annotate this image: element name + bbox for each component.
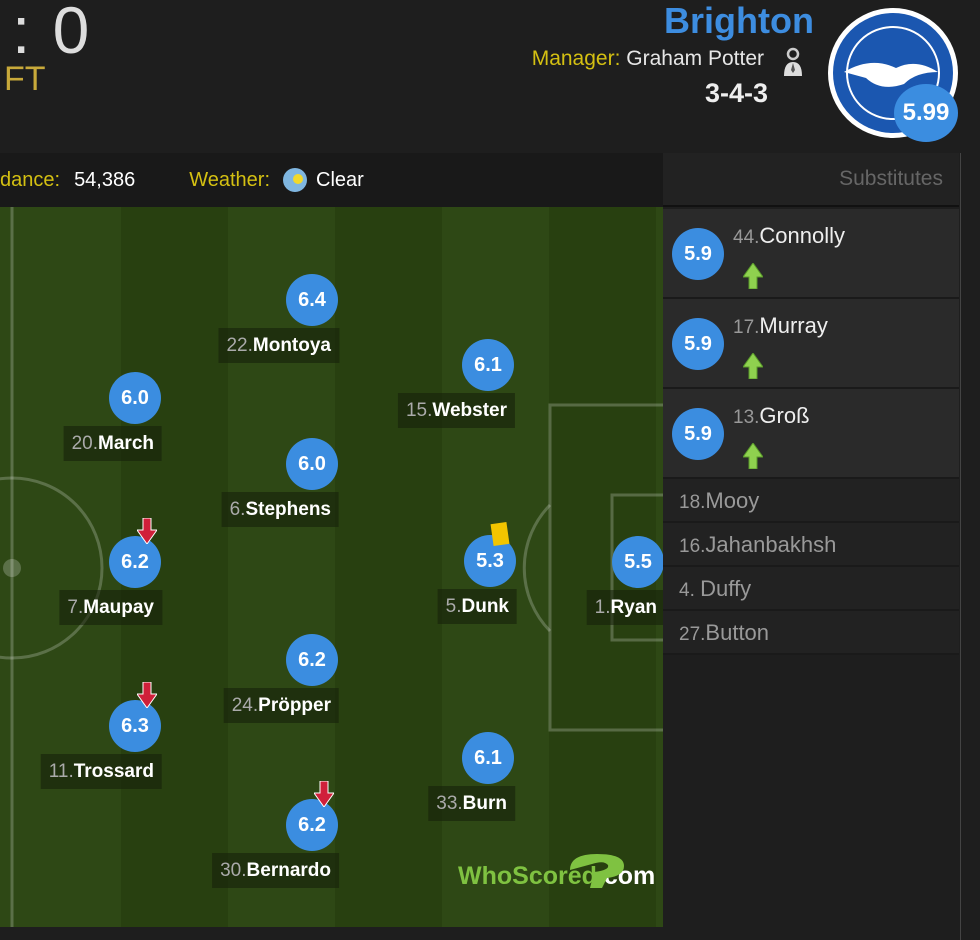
player-rating[interactable]: 6.2 bbox=[286, 799, 338, 851]
player-label[interactable]: 30. Bernardo bbox=[212, 853, 339, 888]
player-number: 30. bbox=[220, 859, 247, 881]
bench-name: Mooy bbox=[705, 488, 760, 513]
match-info-bar: dance: 54,386 Weather: Clear bbox=[0, 153, 663, 207]
bench-item[interactable]: 18.Mooy bbox=[663, 479, 959, 523]
substituted-off-icon bbox=[136, 681, 158, 713]
player-rating[interactable]: 6.4 bbox=[286, 274, 338, 326]
player-rating[interactable]: 5.5 bbox=[612, 536, 663, 588]
formation: 3-4-3 bbox=[704, 78, 768, 108]
team-name[interactable]: Brighton bbox=[664, 0, 814, 41]
scrollbar[interactable] bbox=[960, 153, 980, 940]
player-rating[interactable]: 6.0 bbox=[109, 372, 161, 424]
substitute-rating: 5.9 bbox=[672, 408, 724, 460]
player-rating[interactable]: 6.1 bbox=[462, 732, 514, 784]
player-label[interactable]: 6. Stephens bbox=[221, 492, 339, 527]
match-status: FT bbox=[4, 60, 46, 98]
substitute-item[interactable]: 5.9 44.Connolly bbox=[663, 209, 959, 299]
substitute-rating: 5.9 bbox=[672, 318, 724, 370]
player-name: Maupay bbox=[83, 596, 154, 618]
player-number: 5. bbox=[445, 595, 462, 617]
substituted-on-icon bbox=[742, 442, 764, 474]
attendance-label: dance: bbox=[0, 168, 61, 191]
player-name: Dunk bbox=[461, 595, 510, 617]
substituted-off-icon bbox=[136, 517, 158, 549]
player-label[interactable]: 15. Webster bbox=[397, 393, 515, 428]
player-number: 15. bbox=[405, 399, 433, 421]
substitutes-header: Substitutes bbox=[663, 153, 959, 207]
yellow-card-icon bbox=[490, 521, 510, 547]
player-name: Trossard bbox=[73, 760, 154, 782]
manager: Manager: Graham Potter bbox=[532, 47, 764, 71]
substitute-name: Murray bbox=[759, 313, 828, 338]
substitute-number: 44. bbox=[733, 227, 760, 248]
substitute-number: 17. bbox=[733, 317, 760, 338]
player-number: 1. bbox=[594, 596, 611, 618]
substituted-on-icon bbox=[742, 352, 764, 384]
player-number: 7. bbox=[67, 596, 84, 618]
substitutes-list: 5.9 44.Connolly 5.9 17.Murray 5.9 13.Groß 18.M… bbox=[663, 209, 959, 655]
player-number: 20. bbox=[71, 432, 99, 454]
player-name: March bbox=[98, 432, 154, 454]
player-rating[interactable]: 6.3 bbox=[109, 700, 161, 752]
substitute-rating: 5.9 bbox=[672, 228, 724, 280]
player-name: Burn bbox=[462, 792, 507, 814]
player-label[interactable]: 7. Maupay bbox=[59, 590, 162, 625]
weather-value: Clear bbox=[316, 168, 364, 191]
substituted-on-icon bbox=[742, 262, 764, 294]
player-number: 22. bbox=[226, 334, 253, 356]
substitute-item[interactable]: 5.9 17.Murray bbox=[663, 299, 959, 389]
bench-number: 16. bbox=[679, 536, 706, 557]
player-number: 6. bbox=[229, 498, 246, 520]
match-score: : 0 bbox=[12, 0, 92, 67]
bench-number: 27. bbox=[679, 624, 706, 645]
player-rating[interactable]: 6.2 bbox=[109, 536, 161, 588]
manager-label: Manager: bbox=[531, 47, 621, 70]
bench-name: Button bbox=[705, 620, 770, 645]
player-name: Stephens bbox=[245, 498, 331, 520]
manager-icon bbox=[784, 47, 802, 76]
player-label[interactable]: 11. Trossard bbox=[40, 754, 162, 789]
manager-name: Graham Potter bbox=[626, 47, 764, 70]
substitute-name: Connolly bbox=[759, 223, 846, 248]
bench-number: 4. bbox=[679, 580, 701, 601]
player-name: Pröpper bbox=[258, 694, 331, 716]
player-name: Bernardo bbox=[246, 859, 331, 881]
player-label[interactable]: 20. March bbox=[63, 426, 162, 461]
player-label[interactable]: 24. Pröpper bbox=[223, 688, 339, 723]
team-rating: 5.99 bbox=[894, 84, 958, 142]
bench-number: 18. bbox=[679, 492, 706, 513]
attendance-value: 54,386 bbox=[74, 168, 136, 191]
player-label[interactable]: 5. Dunk bbox=[437, 589, 517, 624]
player-label[interactable]: 33. Burn bbox=[428, 786, 515, 821]
player-label[interactable]: 22. Montoya bbox=[218, 328, 339, 363]
player-rating[interactable]: 6.0 bbox=[286, 438, 338, 490]
weather-label: Weather: bbox=[189, 168, 271, 191]
bench-name: Duffy bbox=[700, 576, 752, 601]
bench-item[interactable]: 16.Jahanbakhsh bbox=[663, 523, 959, 567]
bench-item[interactable]: 27.Button bbox=[663, 611, 959, 655]
player-number: 33. bbox=[436, 792, 463, 814]
player-rating[interactable]: 6.2 bbox=[286, 634, 338, 686]
player-label[interactable]: 1. Ryan bbox=[586, 590, 663, 625]
player-rating[interactable]: 6.1 bbox=[462, 339, 514, 391]
substitute-name: Groß bbox=[759, 403, 810, 428]
player-name: Montoya bbox=[252, 334, 331, 356]
player-name: Ryan bbox=[610, 596, 657, 618]
bench-name: Jahanbakhsh bbox=[705, 532, 837, 557]
substitute-number: 13. bbox=[733, 407, 760, 428]
pitch: 22. Montoya 6.4 15. Webster 6.1 20. March 6.0 6. … bbox=[0, 207, 663, 927]
pitch-stripe bbox=[335, 207, 442, 927]
substituted-off-icon bbox=[313, 780, 335, 812]
player-name: Webster bbox=[432, 399, 507, 421]
bench-item[interactable]: 4. Duffy bbox=[663, 567, 959, 611]
sun-icon bbox=[283, 168, 308, 192]
substitute-item[interactable]: 5.9 13.Groß bbox=[663, 389, 959, 479]
player-number: 11. bbox=[48, 760, 74, 782]
player-number: 24. bbox=[231, 694, 259, 716]
whoscored-logo: WhoScored.com bbox=[458, 854, 655, 891]
